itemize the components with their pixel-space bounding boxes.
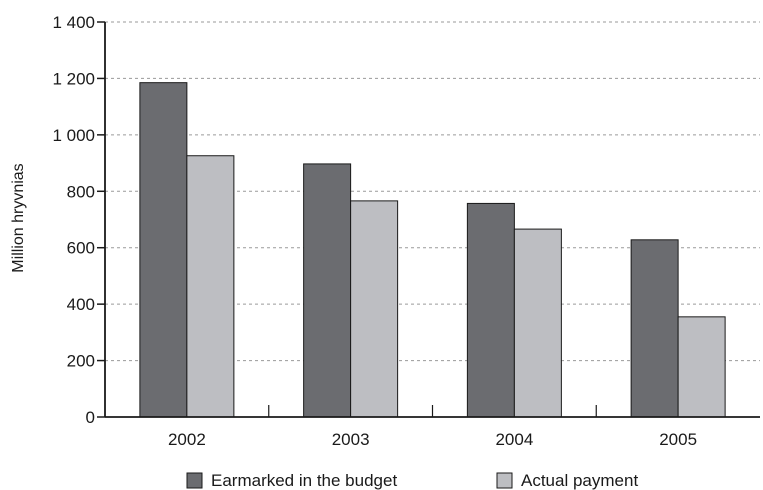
- bar-earmarked-2003: [303, 163, 352, 418]
- bar-actual-2004: [513, 228, 562, 418]
- bar-earmarked-2002: [139, 82, 188, 418]
- legend-item-earmarked-swatch: [186, 472, 203, 489]
- y-tick-label: 0: [86, 408, 95, 427]
- y-tick-label: 1 000: [52, 126, 95, 145]
- y-tick-label: 1 400: [52, 13, 95, 32]
- bars: [139, 82, 726, 418]
- legend-item-actual-swatch: [496, 472, 513, 489]
- x-tick-label: 2003: [332, 430, 370, 449]
- x-tick-label: 2005: [659, 430, 697, 449]
- bar-actual-2005: [677, 316, 726, 418]
- x-tick-label: 2004: [495, 430, 533, 449]
- legend-item-actual-label: Actual payment: [521, 471, 638, 490]
- bar-actual-2003: [350, 200, 399, 418]
- legend: Earmarked in the budget Actual payment: [186, 471, 638, 490]
- y-tick-label: 800: [67, 182, 95, 201]
- y-axis-label: Million hryvnias: [10, 163, 27, 272]
- y-tick-label: 600: [67, 239, 95, 258]
- x-tick-label: 2002: [168, 430, 206, 449]
- bar-earmarked-2005: [630, 239, 679, 418]
- y-tick-label: 200: [67, 352, 95, 371]
- x-ticks: 2002 2003 2004 2005: [168, 405, 697, 449]
- legend-item-earmarked-label: Earmarked in the budget: [211, 471, 397, 490]
- bar-actual-2002: [186, 155, 235, 418]
- y-tick-label: 400: [67, 295, 95, 314]
- y-tick-label: 1 200: [52, 69, 95, 88]
- y-ticks: 0 200 400 600 800 1 000 1 200 1 400: [52, 13, 105, 427]
- bar-earmarked-2004: [466, 202, 515, 418]
